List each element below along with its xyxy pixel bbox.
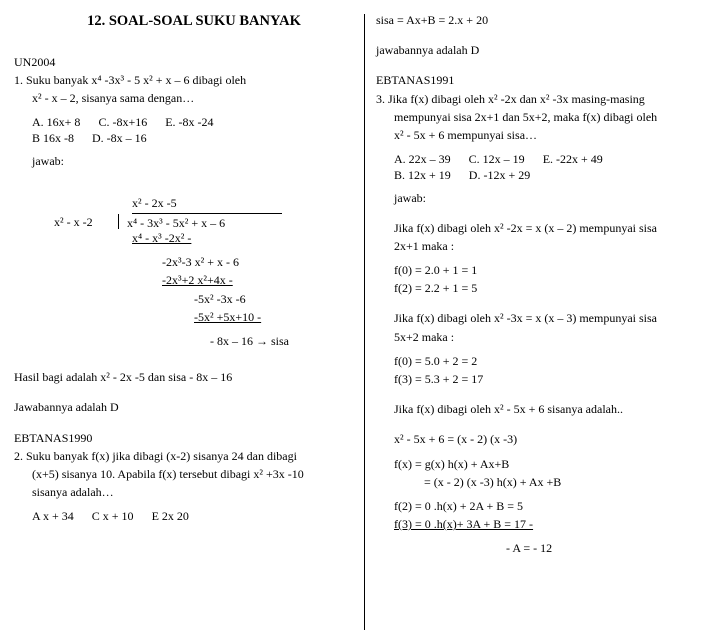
doc-title: 12. SOAL-SOAL SUKU BANYAK bbox=[14, 12, 354, 32]
source-ebtanas1991: EBTANAS1991 bbox=[376, 72, 714, 88]
ld-quotient: x² - 2x -5 bbox=[132, 195, 282, 214]
q3-s3a: Jika f(x) dibagi oleh x² - 5x + 6 sisany… bbox=[376, 401, 714, 417]
q2-opt-a: A x + 34 bbox=[32, 508, 74, 524]
q1-line2: x² - x – 2, sisanya sama dengan… bbox=[14, 90, 354, 106]
q2-line3: sisanya adalah… bbox=[14, 484, 354, 500]
q1-options-row2: B 16x -8 D. -8x – 16 bbox=[32, 130, 354, 146]
long-division: x² - 2x -5 x² - x -2 x⁴ - 3x³ - 5x² + x … bbox=[54, 195, 354, 352]
q3-s3e: f(2) = 0 .h(x) + 2A + B = 5 bbox=[376, 498, 714, 514]
q1-answer: Jawabannya adalah D bbox=[14, 399, 354, 415]
q3-s2d: f(3) = 5.3 + 2 = 17 bbox=[376, 371, 714, 387]
q3-s3c: f(x) = g(x) h(x) + Ax+B bbox=[376, 456, 714, 472]
q1-line1: 1. Suku banyak x⁴ -3x³ - 5 x² + x – 6 di… bbox=[14, 72, 354, 88]
q3-opt-b: B. 12x + 19 bbox=[394, 167, 451, 183]
r-answer-d: jawabannya adalah D bbox=[376, 42, 714, 58]
q2-line2: (x+5) sisanya 10. Apabila f(x) tersebut … bbox=[14, 466, 354, 482]
ld-step3: -2x³+2 x²+4x - bbox=[162, 273, 233, 287]
q3-s1d: f(2) = 2.2 + 1 = 5 bbox=[376, 280, 714, 296]
ld-step5: -5x² +5x+10 - bbox=[194, 310, 261, 324]
q3-opt-d: D. -12x + 29 bbox=[469, 167, 530, 183]
ld-remainder: - 8x – 16 → sisa bbox=[132, 333, 354, 349]
q1-opt-d: D. -8x – 16 bbox=[92, 130, 147, 146]
r-sisa: sisa = Ax+B = 2.x + 20 bbox=[376, 12, 714, 28]
q1-opt-a: A. 16x+ 8 bbox=[32, 114, 80, 130]
q3-line2: mempunyai sisa 2x+1 dan 5x+2, maka f(x) … bbox=[376, 109, 714, 125]
q3-opt-a: A. 22x – 39 bbox=[394, 151, 451, 167]
q3-line3: x² - 5x + 6 mempunyai sisa… bbox=[376, 127, 714, 143]
q3-s1c: f(0) = 2.0 + 1 = 1 bbox=[376, 262, 714, 278]
q2-line1: 2. Suku banyak f(x) jika dibagi (x-2) si… bbox=[14, 448, 354, 464]
q1-options-row1: A. 16x+ 8 C. -8x+16 E. -8x -24 bbox=[32, 114, 354, 130]
q3-line1: 3. Jika f(x) dibagi oleh x² -2x dan x² -… bbox=[376, 91, 714, 107]
q2-opt-e: E 2x 20 bbox=[152, 508, 189, 524]
q3-s3d: = (x - 2) (x -3) h(x) + Ax +B bbox=[376, 474, 714, 490]
ld-step2: -2x³-3 x² + x - 6 bbox=[132, 254, 354, 270]
q1-opt-e: E. -8x -24 bbox=[165, 114, 213, 130]
q3-s2c: f(0) = 5.0 + 2 = 2 bbox=[376, 353, 714, 369]
q3-opt-e: E. -22x + 49 bbox=[543, 151, 603, 167]
q1-hasil: Hasil bagi adalah x² - 2x -5 dan sisa - … bbox=[14, 369, 354, 385]
column-divider bbox=[364, 14, 365, 630]
q3-s1b: 2x+1 maka : bbox=[376, 238, 714, 254]
q3-s3b: x² - 5x + 6 = (x - 2) (x -3) bbox=[376, 431, 714, 447]
q3-opt-c: C. 12x – 19 bbox=[469, 151, 525, 167]
ld-step1: x⁴ - x³ -2x² - bbox=[132, 231, 191, 245]
ld-divisor: x² - x -2 bbox=[54, 214, 114, 230]
q1-opt-b: B 16x -8 bbox=[32, 130, 74, 146]
source-un2004: UN2004 bbox=[14, 54, 354, 70]
q3-s1a: Jika f(x) dibagi oleh x² -2x = x (x – 2)… bbox=[376, 220, 714, 236]
source-ebtanas1990: EBTANAS1990 bbox=[14, 430, 354, 446]
q1-opt-c: C. -8x+16 bbox=[98, 114, 147, 130]
q3-s2b: 5x+2 maka : bbox=[376, 329, 714, 345]
q3-options-row1: A. 22x – 39 C. 12x – 19 E. -22x + 49 bbox=[394, 151, 714, 167]
ld-step4: -5x² -3x -6 bbox=[132, 291, 354, 307]
q3-s3g: - A = - 12 bbox=[376, 540, 714, 556]
q2-opt-c: C x + 10 bbox=[92, 508, 134, 524]
q3-s3f: f(3) = 0 .h(x)+ 3A + B = 17 - bbox=[376, 516, 714, 532]
q2-options-row: A x + 34 C x + 10 E 2x 20 bbox=[32, 508, 354, 524]
q1-jawab: jawab: bbox=[14, 153, 354, 169]
q3-jawab: jawab: bbox=[376, 190, 714, 206]
q3-s2a: Jika f(x) dibagi oleh x² -3x = x (x – 3)… bbox=[376, 310, 714, 326]
q3-options-row2: B. 12x + 19 D. -12x + 29 bbox=[394, 167, 714, 183]
ld-dividend: x⁴ - 3x³ - 5x² + x – 6 bbox=[118, 214, 225, 229]
